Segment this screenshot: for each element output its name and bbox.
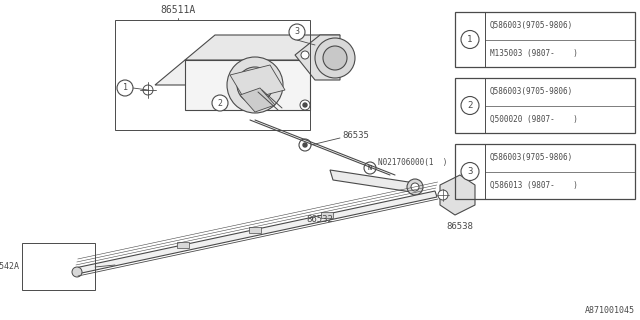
- Circle shape: [303, 143, 307, 147]
- Polygon shape: [75, 191, 437, 274]
- Text: 86542A: 86542A: [0, 262, 20, 271]
- Polygon shape: [440, 175, 475, 215]
- Circle shape: [227, 57, 283, 113]
- Circle shape: [461, 30, 479, 49]
- Circle shape: [301, 51, 309, 59]
- Text: 86511A: 86511A: [161, 5, 196, 15]
- Circle shape: [303, 103, 307, 107]
- Text: Q586003(9705-9806): Q586003(9705-9806): [490, 87, 573, 96]
- Circle shape: [364, 162, 376, 174]
- Polygon shape: [330, 170, 418, 193]
- Circle shape: [143, 85, 153, 95]
- Circle shape: [212, 95, 228, 111]
- Text: N: N: [368, 165, 372, 171]
- Polygon shape: [249, 227, 261, 233]
- Text: 2: 2: [218, 99, 223, 108]
- Circle shape: [315, 38, 355, 78]
- Circle shape: [461, 163, 479, 180]
- Polygon shape: [321, 212, 333, 218]
- Polygon shape: [185, 35, 340, 60]
- Text: Q586013 (9807-    ): Q586013 (9807- ): [490, 181, 578, 190]
- Text: 86535: 86535: [342, 132, 369, 140]
- Circle shape: [323, 46, 347, 70]
- Text: Q586003(9705-9806): Q586003(9705-9806): [490, 21, 573, 30]
- Circle shape: [300, 100, 310, 110]
- Circle shape: [289, 24, 305, 40]
- Text: Q586003(9705-9806): Q586003(9705-9806): [490, 153, 573, 162]
- Circle shape: [117, 80, 133, 96]
- Text: 1: 1: [122, 84, 127, 92]
- Text: 3: 3: [467, 167, 473, 176]
- Text: 1: 1: [467, 35, 473, 44]
- Circle shape: [72, 267, 82, 277]
- Polygon shape: [230, 65, 285, 100]
- Circle shape: [411, 183, 419, 191]
- Text: 3: 3: [294, 28, 300, 36]
- Polygon shape: [155, 60, 230, 85]
- Circle shape: [237, 67, 273, 103]
- Polygon shape: [185, 60, 310, 110]
- Polygon shape: [295, 35, 340, 80]
- Text: Q500020 (9807-    ): Q500020 (9807- ): [490, 115, 578, 124]
- Polygon shape: [240, 88, 275, 112]
- Text: 86538: 86538: [447, 222, 474, 231]
- Text: N021706000(1  ): N021706000(1 ): [378, 157, 447, 166]
- Text: 2: 2: [467, 101, 473, 110]
- Circle shape: [299, 139, 311, 151]
- Text: A871001045: A871001045: [585, 306, 635, 315]
- Text: M135003 (9807-    ): M135003 (9807- ): [490, 49, 578, 58]
- Text: 86532: 86532: [307, 215, 333, 224]
- Circle shape: [461, 97, 479, 115]
- Circle shape: [438, 190, 448, 200]
- Circle shape: [407, 179, 423, 195]
- Polygon shape: [177, 242, 189, 248]
